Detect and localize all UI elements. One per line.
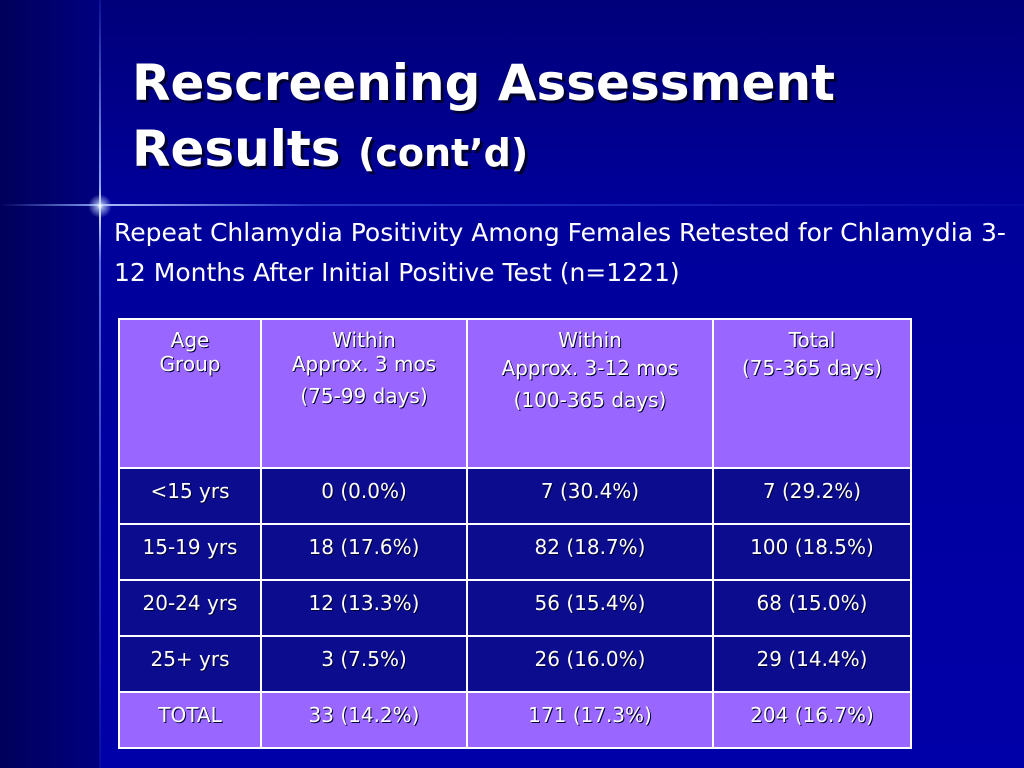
header-line: (75-99 days)	[300, 384, 428, 408]
positivity-table: Age Group Within Approx. 3 mos (75-99 da…	[118, 318, 912, 749]
table-cell: 204 (16.7%)	[712, 691, 912, 749]
slide-title: Rescreening Assessment Results (cont’d)	[132, 50, 1012, 186]
title-suffix: (cont’d)	[358, 131, 529, 175]
table-cell: 68 (15.0%)	[712, 579, 912, 637]
header-3-mos: Within Approx. 3 mos (75-99 days)	[260, 318, 468, 469]
table-cell: 3 (7.5%)	[260, 635, 468, 693]
horizontal-decor-line	[0, 204, 1024, 206]
table-total-row: TOTAL 33 (14.2%) 171 (17.3%) 204 (16.7%)	[118, 691, 912, 749]
table-row: <15 yrs 0 (0.0%) 7 (30.4%) 7 (29.2%)	[118, 467, 912, 525]
header-age-group: Age Group	[118, 318, 262, 469]
header-line: (75-365 days)	[741, 356, 882, 380]
header-line: (100-365 days)	[513, 388, 667, 412]
table-cell: TOTAL	[118, 691, 262, 749]
header-line: Age	[170, 328, 210, 352]
table-header-row: Age Group Within Approx. 3 mos (75-99 da…	[118, 318, 912, 469]
table-cell: 15-19 yrs	[118, 523, 262, 581]
sparkle-decor	[88, 194, 112, 218]
header-line: Total	[788, 328, 836, 352]
table-cell: 56 (15.4%)	[466, 579, 714, 637]
table-cell: 171 (17.3%)	[466, 691, 714, 749]
table-cell: 7 (30.4%)	[466, 467, 714, 525]
table-caption: Repeat Chlamydia Positivity Among Female…	[114, 218, 1006, 287]
header-line: Approx. 3 mos	[291, 352, 437, 376]
table-cell: 20-24 yrs	[118, 579, 262, 637]
table-cell: 33 (14.2%)	[260, 691, 468, 749]
table-cell: 26 (16.0%)	[466, 635, 714, 693]
table-row: 25+ yrs 3 (7.5%) 26 (16.0%) 29 (14.4%)	[118, 635, 912, 693]
table-row: 15-19 yrs 18 (17.6%) 82 (18.7%) 100 (18.…	[118, 523, 912, 581]
table-cell: 7 (29.2%)	[712, 467, 912, 525]
header-line: Within	[558, 328, 622, 352]
table-cell: <15 yrs	[118, 467, 262, 525]
table-cell: 12 (13.3%)	[260, 579, 468, 637]
table-row: 20-24 yrs 12 (13.3%) 56 (15.4%) 68 (15.0…	[118, 579, 912, 637]
table-cell: 25+ yrs	[118, 635, 262, 693]
table-cell: 0 (0.0%)	[260, 467, 468, 525]
table-cell: 100 (18.5%)	[712, 523, 912, 581]
header-line: Approx. 3-12 mos	[501, 356, 679, 380]
table-cell: 82 (18.7%)	[466, 523, 714, 581]
table-cell: 29 (14.4%)	[712, 635, 912, 693]
title-main: Rescreening Assessment Results	[132, 54, 835, 178]
header-3-12-mos: Within Approx. 3-12 mos (100-365 days)	[466, 318, 714, 469]
header-line: Within	[332, 328, 396, 352]
vertical-decor-line	[99, 0, 101, 768]
left-decor-band	[0, 0, 100, 768]
header-line: Group	[159, 352, 221, 376]
table-cell: 18 (17.6%)	[260, 523, 468, 581]
header-total: Total (75-365 days)	[712, 318, 912, 469]
